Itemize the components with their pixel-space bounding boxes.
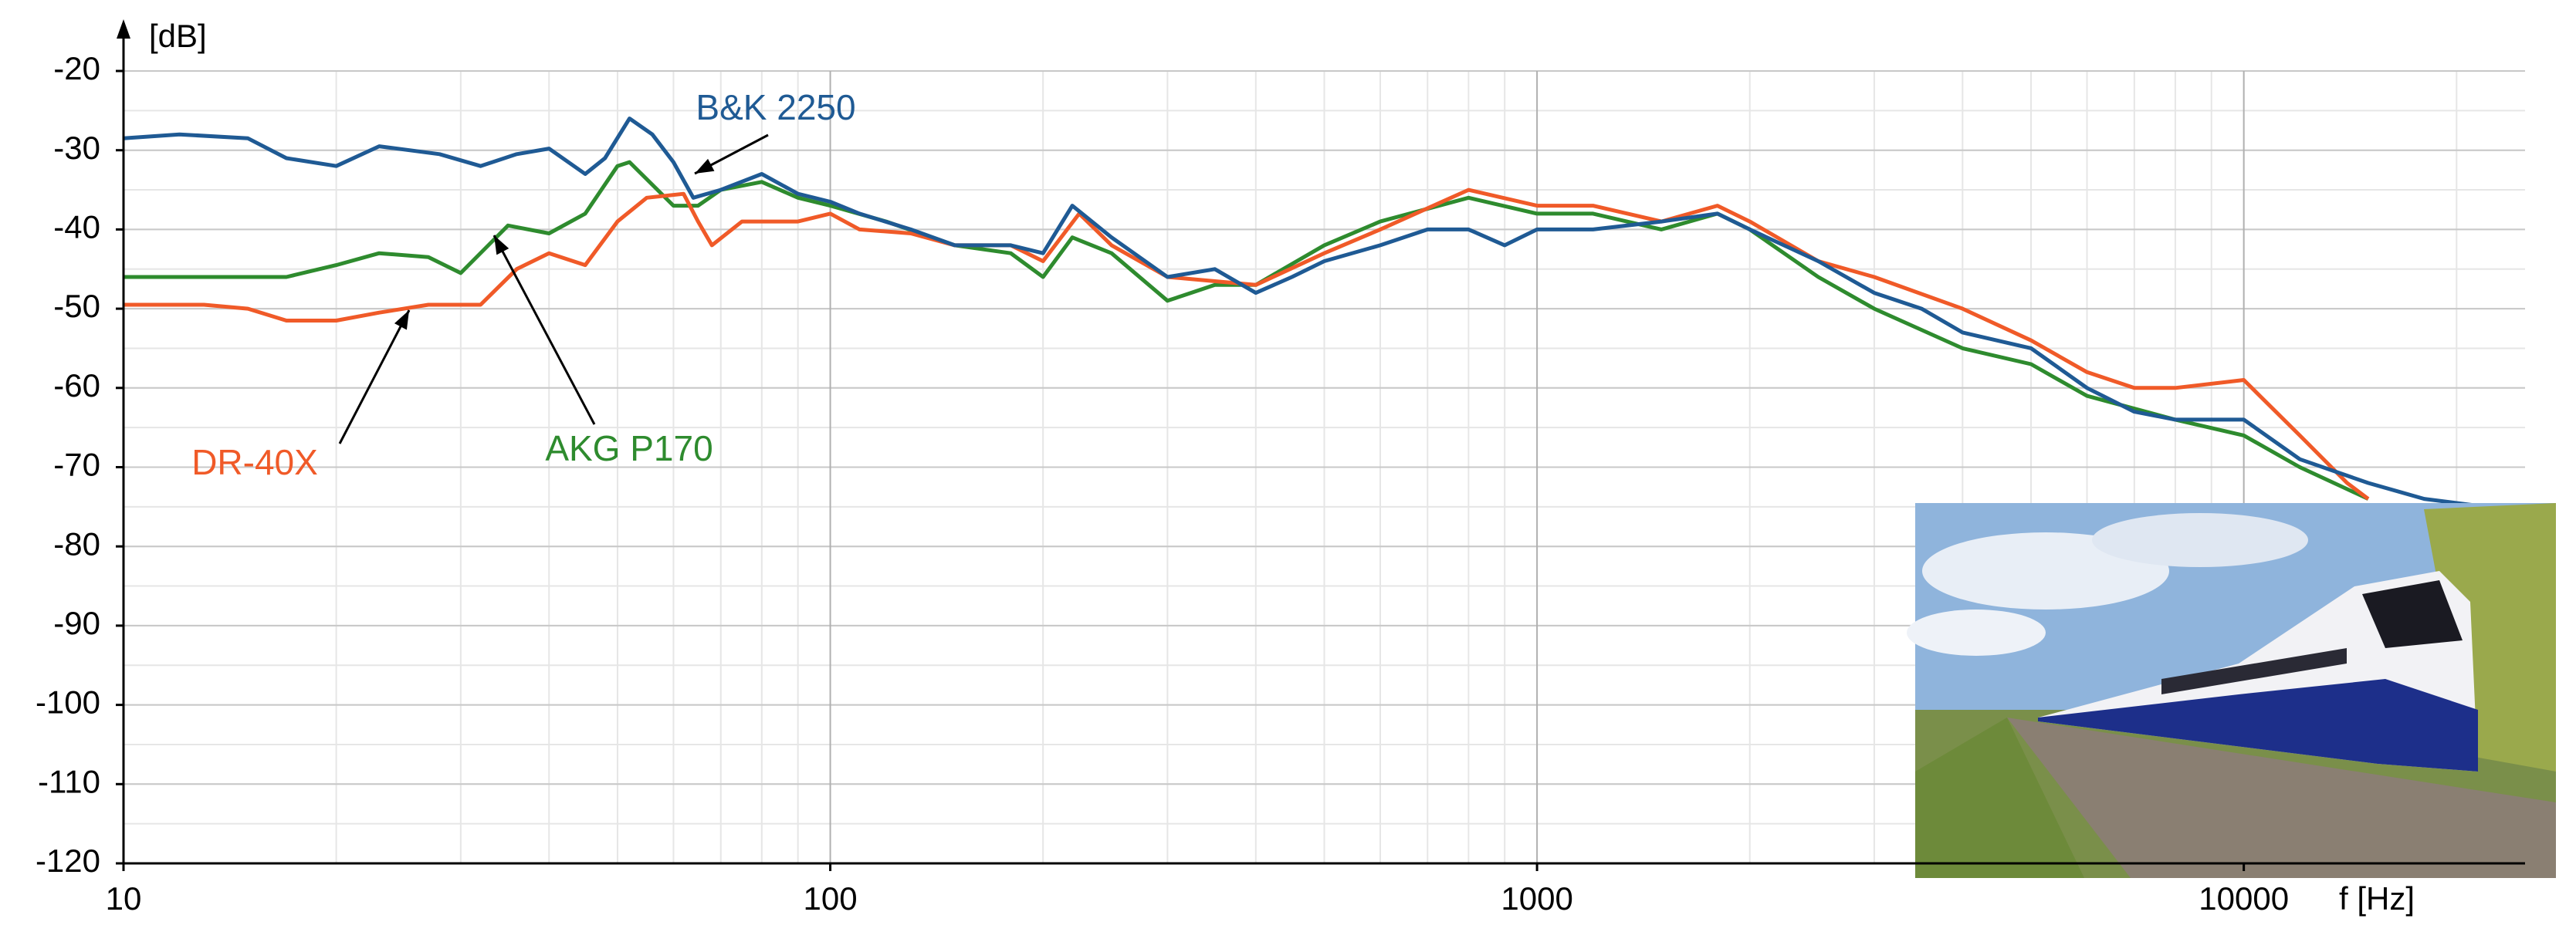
tree — [2424, 503, 2556, 772]
y-tick-label: -30 — [53, 130, 100, 166]
x-tick-label: 1000 — [1501, 880, 1572, 917]
series-line — [124, 160, 2369, 501]
x-tick-label: 10000 — [2199, 880, 2289, 917]
annotation-arrowhead — [695, 158, 715, 174]
cloud — [2092, 513, 2308, 567]
y-axis-label: [dB] — [149, 18, 207, 54]
grass — [1915, 718, 2084, 878]
photo-inset — [1907, 503, 2556, 878]
y-tick-label: -40 — [53, 208, 100, 245]
y-tick-label: -70 — [53, 447, 100, 483]
y-tick-label: -60 — [53, 367, 100, 404]
train-windows — [2161, 648, 2347, 694]
y-tick-label: -20 — [53, 50, 100, 86]
legend-label: AKG P170 — [545, 428, 713, 468]
y-tick-label: -110 — [38, 763, 100, 799]
y-tick-label: -90 — [53, 605, 100, 641]
annotation-arrow — [493, 235, 596, 425]
grid — [123, 70, 2525, 864]
series-line — [124, 187, 2370, 501]
annotation-arrowhead — [394, 310, 409, 330]
x-tick-label: 10 — [106, 880, 142, 917]
annotation-arrowhead — [494, 235, 509, 255]
x-axis-label: f [Hz] — [2339, 880, 2415, 917]
legend-label: B&K 2250 — [696, 87, 855, 127]
legend-label: DR-40X — [191, 442, 318, 482]
track — [2007, 718, 2556, 878]
train-window — [2362, 580, 2463, 648]
x-tick-label: 100 — [804, 880, 858, 917]
series-line — [123, 117, 2486, 509]
y-tick-label: -50 — [53, 288, 100, 324]
annotation-arrow — [338, 309, 411, 444]
y-tick-label: -100 — [36, 684, 100, 721]
y-axis-arrow — [117, 19, 130, 39]
train-stripe — [2038, 679, 2478, 772]
lines — [123, 117, 2486, 509]
y-tick-label: -80 — [53, 525, 100, 562]
y-tick-label: -120 — [36, 843, 100, 879]
cloud — [1907, 610, 2046, 656]
